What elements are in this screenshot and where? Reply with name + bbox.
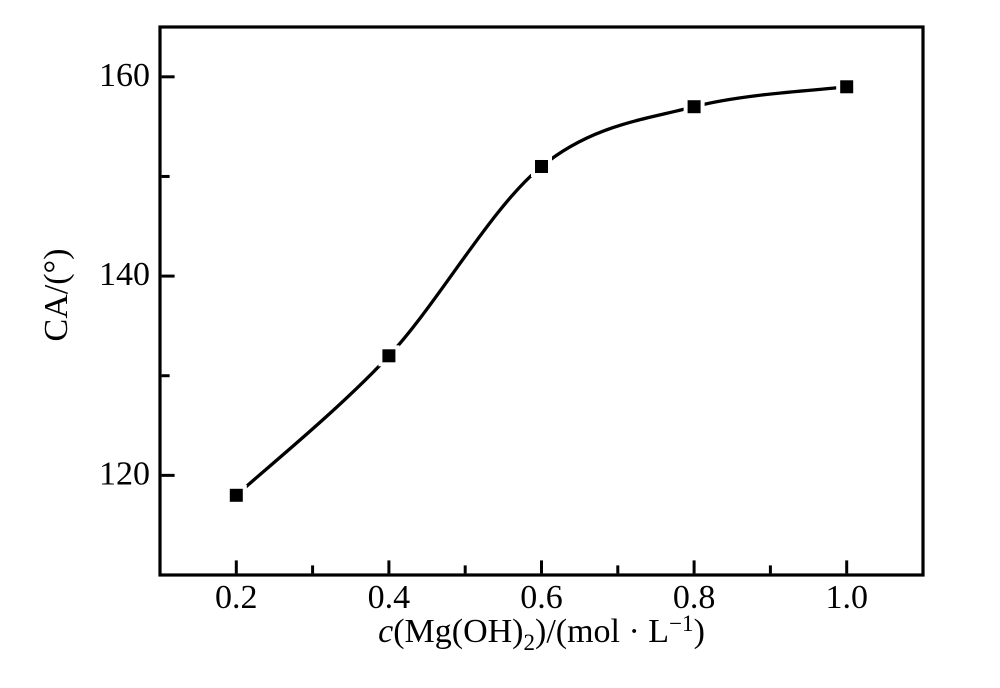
x-axis-title-subscript: 2 [523,630,536,655]
x-tick-label: 0.8 [673,579,716,616]
data-point-marker [687,100,701,114]
data-point-marker [840,80,854,94]
y-tick-label: 120 [99,455,150,492]
x-axis-title-symbol: c [378,613,394,650]
data-point-marker [535,159,548,173]
x-axis-title-text: (Mg(OH) [393,613,524,650]
plot-frame [158,25,925,577]
x-axis-title-text: ) [693,613,705,650]
data-point-marker [382,349,396,363]
y-tick-label: 160 [99,57,150,94]
x-tick-label: 0.2 [215,579,258,616]
data-point-marker [229,488,243,502]
x-axis-title-superscript: −1 [669,611,694,636]
y-tick-label: 140 [99,256,150,293]
y-axis-title: CA/(°) [38,248,75,342]
x-axis-title-text: )/(mol · L [535,613,670,650]
x-tick-label: 0.6 [520,579,563,616]
x-axis-title: c(Mg(OH)2)/(mol · L−1) [160,612,923,654]
x-tick-label: 0.4 [368,579,411,616]
x-tick-label: 1.0 [825,579,868,616]
data-series-line [235,85,847,497]
